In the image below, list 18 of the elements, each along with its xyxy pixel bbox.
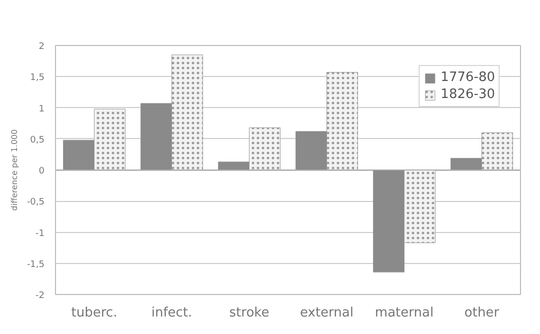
y-tick-label: -1,5 <box>26 260 44 270</box>
x-tick-label: other <box>464 306 500 320</box>
y-tick-label: 2 <box>38 42 45 52</box>
x-tick-label: external <box>300 306 354 320</box>
legend-label: 1826-30 <box>440 87 495 102</box>
x-tick-label: tuberc. <box>71 306 118 320</box>
y-tick-label: 1,5 <box>30 73 45 84</box>
y-tick-label: -0,5 <box>26 198 44 208</box>
y-tick-label: -1 <box>36 228 45 239</box>
y-tick-label: -2 <box>36 291 45 301</box>
legend-label: 1776-80 <box>440 70 495 85</box>
y-tick-label: 1 <box>38 104 45 114</box>
y-tick-label: 0 <box>38 166 45 176</box>
x-tick-label: maternal <box>374 306 434 320</box>
x-tick-label: stroke <box>229 306 270 320</box>
y-tick-label: 0,5 <box>30 135 45 146</box>
x-tick-label: infect. <box>151 306 192 320</box>
y-axis-title: difference per 1.000 <box>10 129 19 211</box>
